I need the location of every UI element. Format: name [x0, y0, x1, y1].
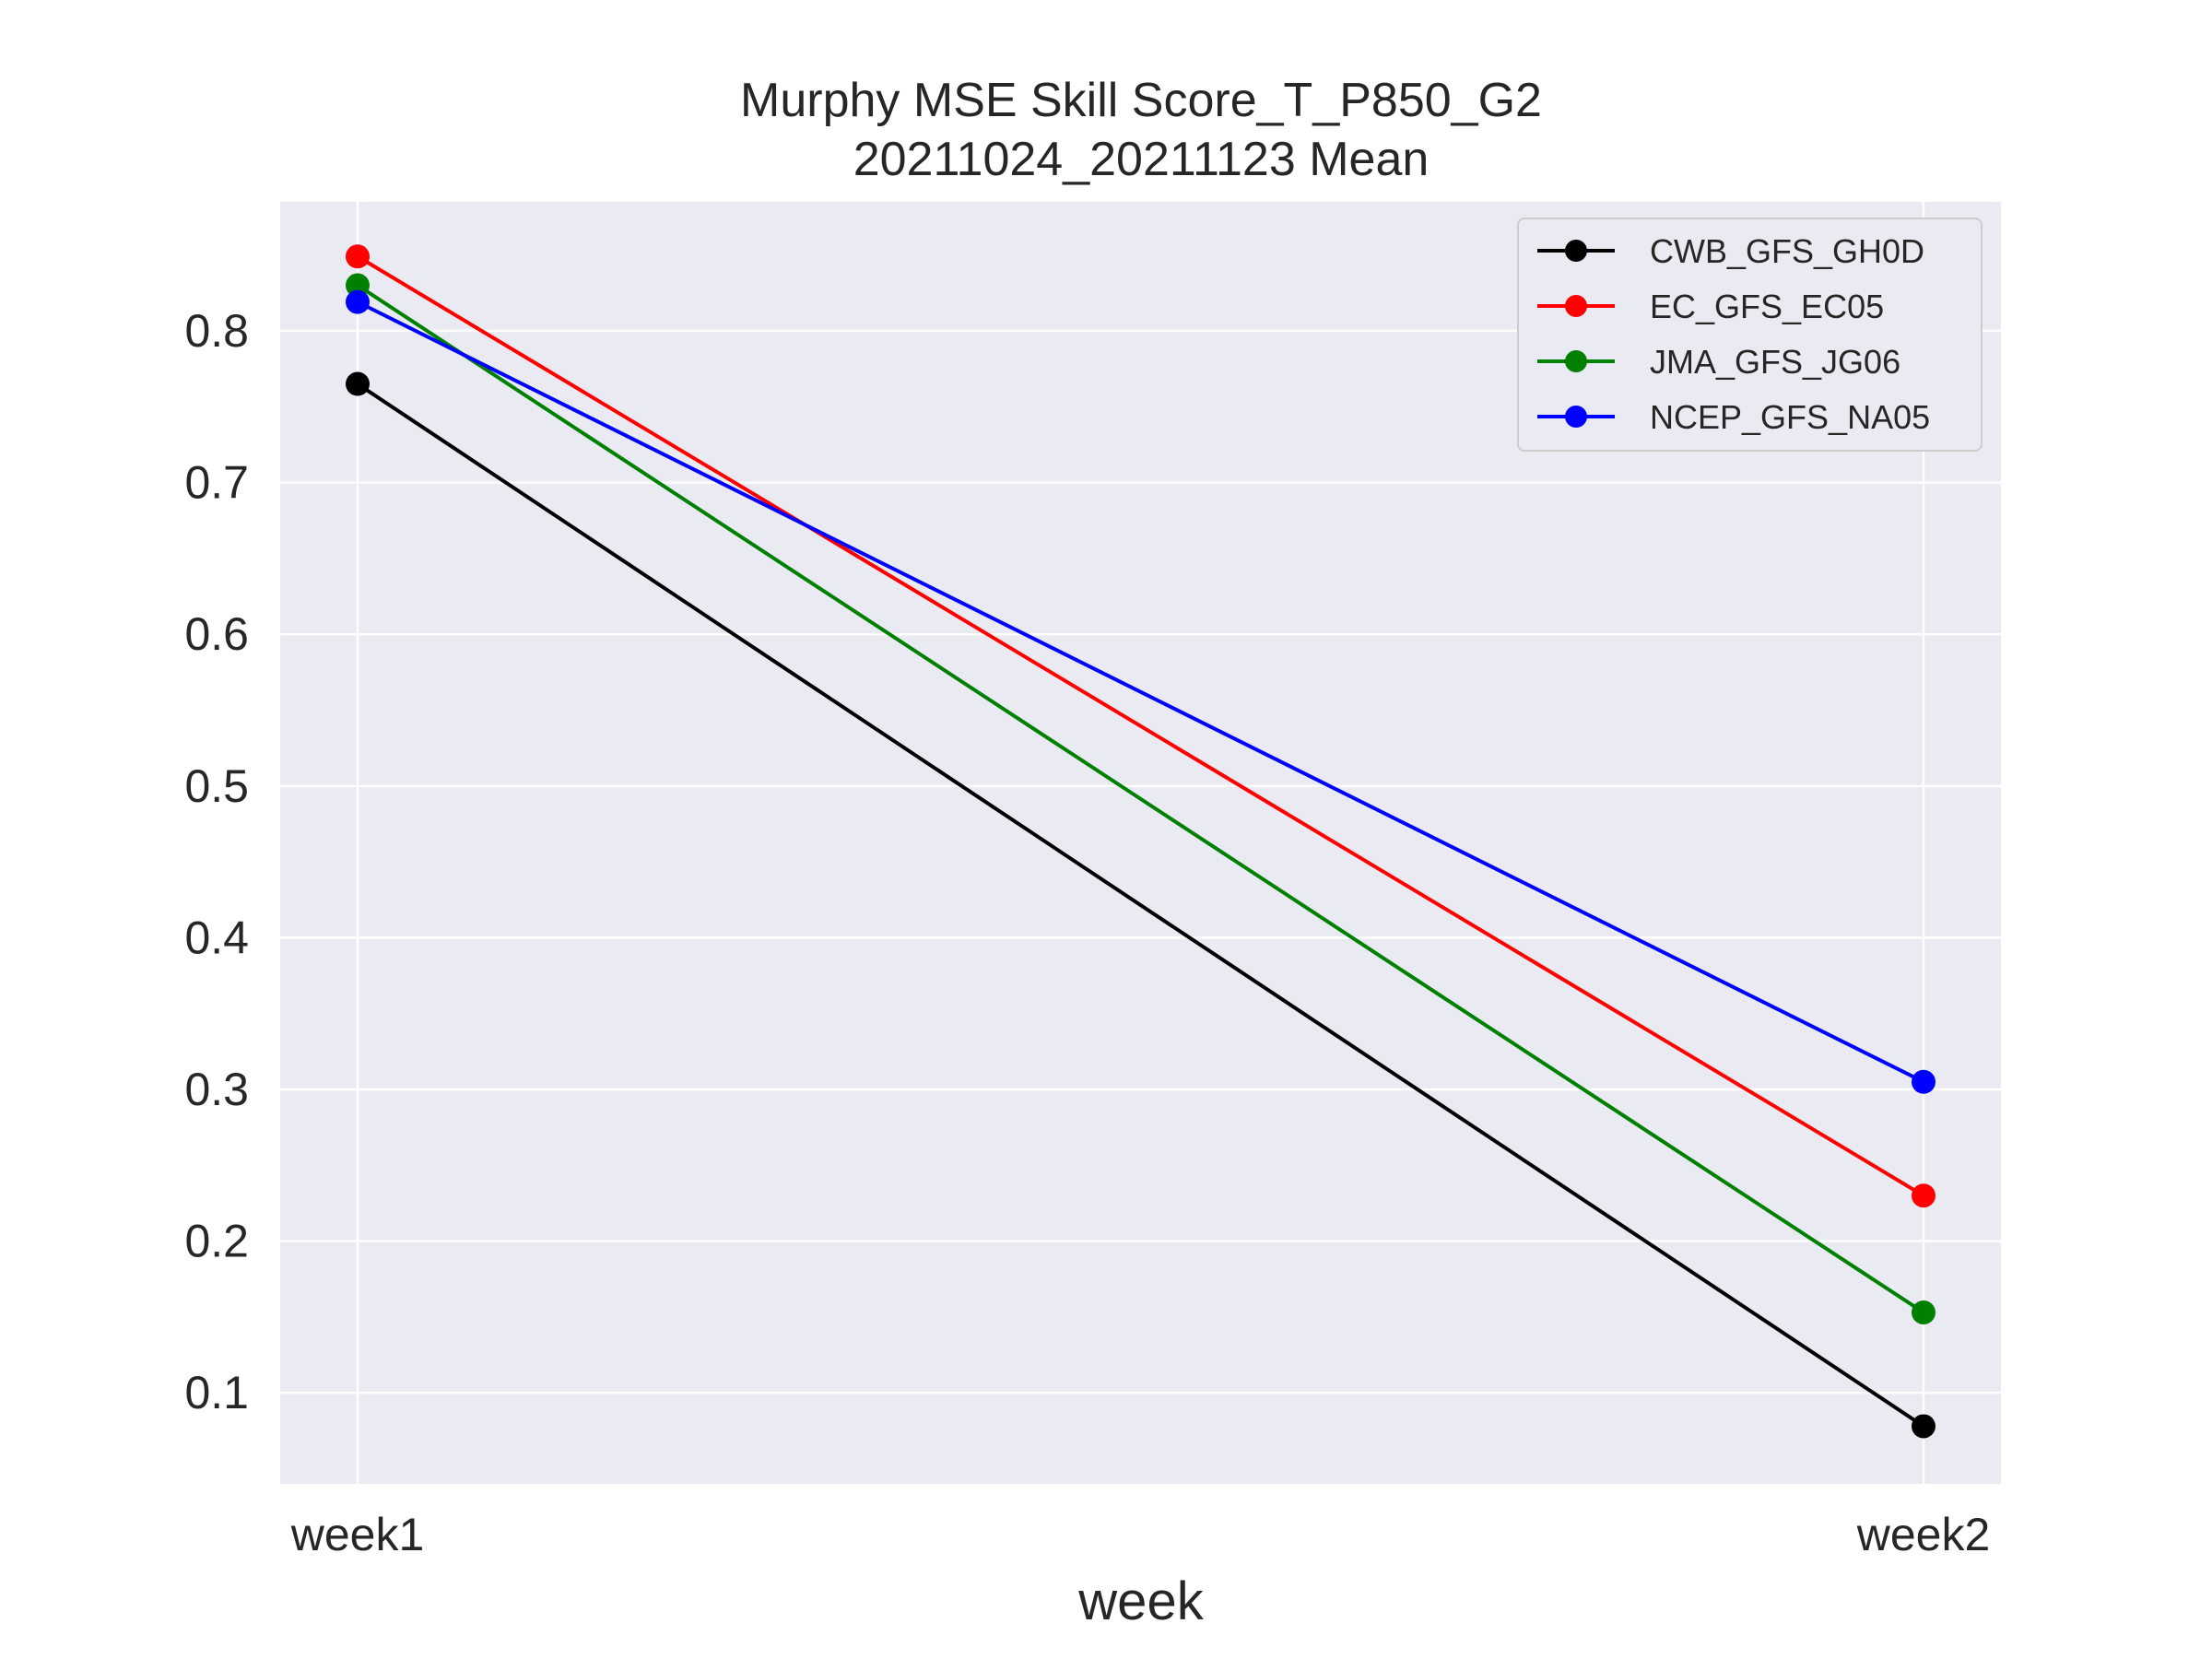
data-point: [1912, 1183, 1936, 1208]
x-axis-ticks: week1 week2: [290, 1509, 1991, 1560]
legend-label: NCEP_GFS_NA05: [1650, 398, 1930, 436]
data-series: [346, 244, 1936, 1439]
x-tick-label: week2: [1856, 1509, 1991, 1560]
data-point: [1912, 1414, 1936, 1439]
legend-marker: [1565, 350, 1587, 372]
series-line: [357, 300, 1924, 1084]
series-line: [356, 382, 1925, 1429]
series-ec-gfs-ec05: [346, 244, 1936, 1208]
legend-label: JMA_GFS_JG06: [1650, 343, 1900, 381]
legend-item: JMA_GFS_JG06: [1537, 343, 1900, 381]
chart-subtitle: 20211024_20211123 Mean: [853, 133, 1430, 186]
data-point: [346, 244, 370, 269]
series-line: [356, 254, 1925, 1197]
y-tick-label: 0.6: [184, 608, 249, 660]
series-cwb-gfs-gh0d: [346, 371, 1936, 1439]
legend-marker: [1565, 240, 1587, 262]
y-tick-label: 0.8: [184, 305, 249, 357]
legend-item: EC_GFS_EC05: [1537, 288, 1884, 325]
y-tick-label: 0.2: [184, 1216, 249, 1267]
data-point: [346, 273, 370, 298]
legend-item: NCEP_GFS_NA05: [1537, 398, 1930, 436]
y-tick-label: 0.7: [184, 457, 249, 509]
legend-marker: [1565, 406, 1587, 428]
series-ncep-gfs-na05: [346, 289, 1936, 1094]
y-tick-label: 0.5: [184, 760, 249, 812]
legend-marker: [1565, 295, 1587, 317]
legend-label: EC_GFS_EC05: [1650, 288, 1884, 325]
data-point: [346, 371, 370, 396]
y-axis-ticks: 0.1 0.2 0.3 0.4 0.5 0.6 0.7 0.8: [184, 305, 249, 1418]
legend-item: CWB_GFS_GH0D: [1537, 232, 1924, 270]
y-tick-label: 0.3: [184, 1064, 249, 1115]
data-point: [1912, 1069, 1936, 1094]
y-tick-label: 0.1: [184, 1367, 249, 1418]
legend: CWB_GFS_GH0D EC_GFS_EC05 JMA_GFS_JG06 NCEP_…: [1517, 218, 1983, 452]
data-point: [346, 289, 370, 314]
data-point: [1912, 1300, 1936, 1324]
x-axis-label: week: [1077, 1571, 1204, 1631]
x-tick-label: week1: [290, 1509, 425, 1560]
chart-title: Murphy MSE Skill Score_T_P850_G2: [740, 74, 1542, 127]
legend-box: [1517, 218, 1983, 452]
y-tick-label: 0.4: [184, 912, 249, 963]
series-line: [356, 283, 1925, 1314]
series-jma-gfs-jg06: [346, 273, 1936, 1324]
legend-label: CWB_GFS_GH0D: [1650, 232, 1924, 270]
